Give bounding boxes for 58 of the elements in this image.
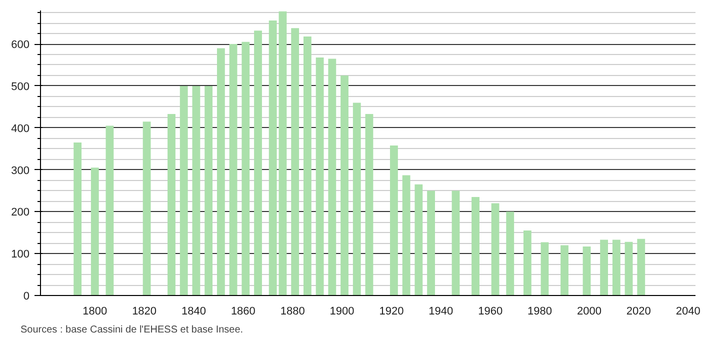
x-tick-label: 1880 [280, 306, 305, 318]
y-tick-label: 100 [11, 248, 30, 261]
y-tick-label: 200 [11, 206, 30, 219]
x-tick-label: 1960 [478, 306, 503, 318]
y-tick-label: 500 [11, 80, 30, 93]
bar [472, 197, 480, 296]
bar [242, 42, 250, 296]
bar [192, 86, 200, 296]
bar [523, 230, 532, 296]
x-tick-label: 1840 [182, 306, 206, 318]
bar [414, 184, 423, 296]
x-tick-label: 2040 [676, 306, 700, 318]
y-tick-label: 300 [11, 164, 30, 177]
bar [216, 48, 225, 296]
bar [402, 175, 410, 296]
x-tick-label: 2000 [576, 306, 602, 318]
x-tick-label: 1980 [528, 306, 552, 318]
bar [582, 246, 591, 296]
bar [278, 11, 287, 296]
y-tick-label: 400 [11, 122, 30, 135]
x-tick-label: 1860 [230, 306, 256, 318]
x-tick-label: 1940 [428, 306, 454, 318]
x-tick-label: 1920 [379, 306, 404, 318]
bar [624, 242, 633, 296]
bar [427, 190, 435, 296]
x-tick-label: 1800 [82, 306, 108, 318]
bar [340, 75, 348, 296]
bar [291, 28, 300, 296]
bar [303, 36, 312, 296]
x-tick-label: 1820 [132, 306, 157, 318]
bar [452, 190, 460, 296]
bar [106, 126, 114, 296]
bar [168, 114, 176, 296]
bar [74, 142, 82, 296]
bar [352, 102, 361, 296]
bar [316, 57, 324, 296]
bar [600, 240, 608, 296]
bar [204, 86, 213, 296]
bar [268, 20, 277, 296]
bar [491, 203, 500, 296]
bar [90, 168, 99, 296]
bar [540, 242, 549, 296]
source-note: Sources : base Cassini de l'EHESS et base Insee. [20, 324, 244, 336]
y-tick-label: 0 [23, 290, 30, 302]
bar [390, 145, 398, 296]
bar [142, 122, 151, 296]
bar [560, 245, 568, 296]
bar [637, 238, 646, 296]
bar [506, 212, 514, 296]
y-tick-label: 600 [11, 39, 30, 52]
bar [254, 30, 262, 296]
x-tick-label: 1900 [330, 306, 354, 318]
bar [612, 240, 620, 296]
bar [328, 58, 336, 296]
bar [229, 44, 238, 296]
x-tick-label: 2020 [626, 306, 651, 318]
bar [180, 86, 188, 296]
bar [365, 114, 374, 296]
